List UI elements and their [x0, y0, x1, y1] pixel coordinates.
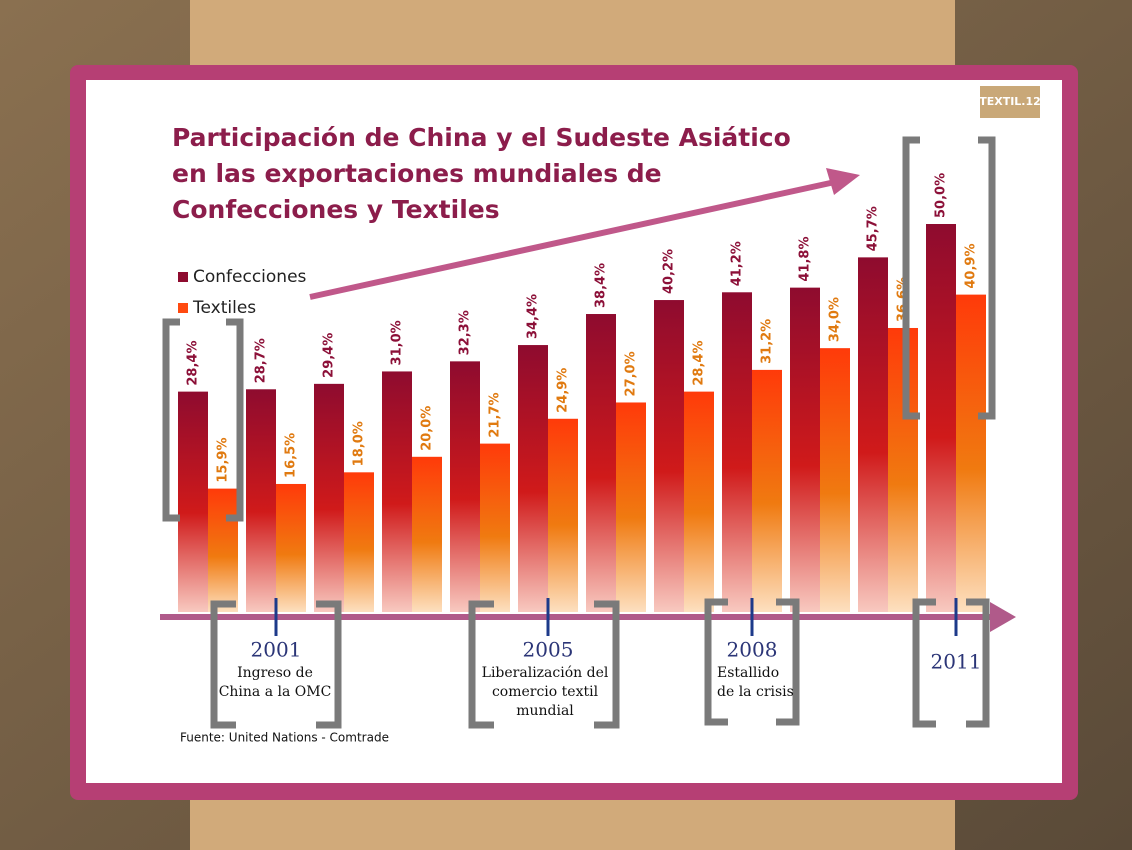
title-line: Confecciones y Textiles — [172, 195, 500, 224]
value-label: 45,7% — [866, 206, 881, 251]
bar — [548, 418, 578, 612]
x-tick-label: 2011 — [931, 650, 982, 674]
brackets — [162, 136, 996, 729]
bar — [246, 389, 276, 612]
bar — [412, 456, 442, 612]
bar — [518, 345, 548, 612]
value-label: 28,4% — [186, 341, 201, 386]
bar — [684, 391, 714, 612]
value-label: 28,7% — [254, 338, 269, 383]
value-label: 34,0% — [828, 297, 843, 342]
source: Fuente: United Nations - Comtrade — [180, 731, 389, 745]
value-label: 32,3% — [458, 310, 473, 355]
trend-arrow — [309, 179, 836, 300]
annotation: Liberalización del — [482, 665, 609, 681]
bracket — [210, 600, 342, 729]
bar — [314, 383, 344, 612]
value-label: 34,4% — [526, 294, 541, 339]
annotation: de la crisis — [717, 684, 794, 700]
bar — [858, 257, 888, 612]
value-label: 18,0% — [352, 421, 367, 466]
legend-label: Confecciones — [193, 267, 307, 287]
legend-label: Textiles — [192, 298, 256, 318]
bracket — [162, 318, 244, 522]
bar — [276, 483, 306, 612]
legend-swatch — [178, 303, 188, 313]
bar — [344, 472, 374, 612]
annotation: comercio textil — [492, 684, 599, 700]
value-label: 21,7% — [488, 392, 503, 437]
value-label: 31,0% — [390, 320, 405, 365]
bar — [790, 287, 820, 612]
bar — [926, 224, 956, 612]
value-label: 16,5% — [284, 433, 299, 478]
annotation: Estallido — [717, 665, 779, 681]
annotations: Ingreso de China a la OMC Liberalización d… — [219, 665, 794, 719]
bar — [820, 348, 850, 612]
annotation: mundial — [516, 703, 574, 719]
bar — [450, 361, 480, 612]
bar — [208, 488, 238, 612]
x-tick-label: 2001 — [251, 638, 302, 662]
value-label: 27,0% — [624, 351, 639, 396]
value-label: 31,2% — [760, 319, 775, 364]
annotation: China a la OMC — [219, 684, 332, 700]
trend-arrow-head — [826, 168, 860, 195]
bar — [178, 391, 208, 612]
bar — [616, 402, 646, 612]
bar — [722, 292, 752, 612]
bracket — [468, 600, 620, 729]
bar — [752, 369, 782, 612]
bracket — [902, 136, 996, 420]
value-label: 41,8% — [798, 237, 813, 282]
bracket — [704, 598, 800, 726]
title-line: en las exportaciones mundiales de — [172, 159, 662, 188]
value-label: 41,2% — [730, 241, 745, 286]
bar — [480, 443, 510, 612]
bars: 28,4% 28,7% 29,4% 31,0% 32,3% 34,4% 38,4% 40,2%… — [178, 173, 986, 612]
value-label: 50,0% — [934, 173, 949, 218]
logo: TEXTIL.12 — [979, 95, 1041, 108]
value-label: 40,2% — [662, 249, 677, 294]
value-label: 28,4% — [692, 341, 707, 386]
bar — [654, 300, 684, 612]
bar — [586, 314, 616, 612]
title-line: Participación de China y el Sudeste Asiá… — [172, 123, 791, 152]
bar — [956, 294, 986, 612]
value-label: 29,4% — [322, 333, 337, 378]
value-label: 40,9% — [964, 244, 979, 289]
annotation: Ingreso de — [237, 665, 313, 681]
value-label: 15,9% — [216, 438, 231, 483]
x-tick-label: 2005 — [523, 638, 574, 662]
value-label: 38,4% — [594, 263, 609, 308]
timeline-head — [990, 602, 1016, 632]
logo-tag — [980, 86, 1040, 118]
value-label: 24,9% — [556, 368, 571, 413]
bracket — [912, 598, 990, 728]
value-label: 20,0% — [420, 406, 435, 451]
legend-swatch — [178, 272, 188, 282]
x-tick-label: 2008 — [727, 638, 778, 662]
title: Participación de China y el Sudeste Asiá… — [172, 123, 791, 224]
bar — [382, 371, 412, 612]
